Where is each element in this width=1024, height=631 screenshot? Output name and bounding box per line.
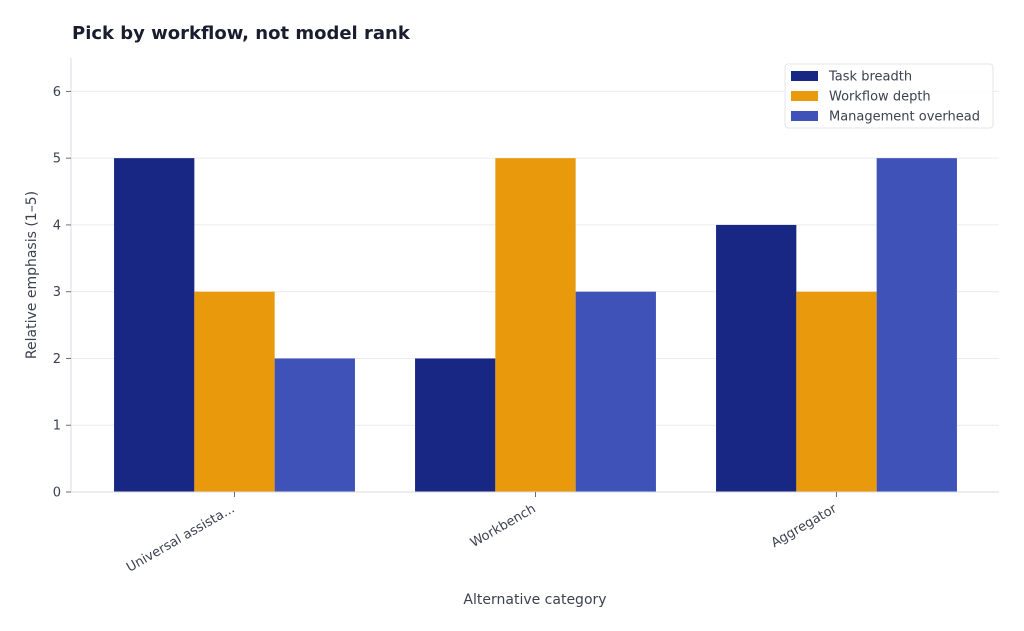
bar — [796, 291, 877, 492]
x-tick-label: Workbench — [468, 501, 539, 550]
legend-swatch — [791, 71, 818, 81]
bar — [876, 158, 957, 492]
x-axis-label: Alternative category — [463, 592, 606, 608]
y-tick-label: 6 — [53, 85, 61, 100]
legend-label: Task breadth — [828, 70, 912, 85]
y-tick-label: 1 — [53, 419, 61, 434]
chart-title: Pick by workflow, not model rank — [72, 23, 411, 44]
bars — [114, 158, 957, 492]
legend-label: Management overhead — [829, 110, 980, 125]
x-ticks: Universal assista... Workbench Aggregator — [124, 492, 840, 576]
legend-label: Workflow depth — [829, 90, 931, 105]
bar — [415, 358, 496, 492]
y-tick-label: 2 — [53, 352, 61, 367]
bar — [274, 358, 355, 492]
y-tick-label: 4 — [53, 218, 61, 233]
bar — [495, 158, 576, 492]
y-axis-label: Relative emphasis (1–5) — [24, 191, 40, 359]
legend-swatch — [791, 111, 818, 121]
bar — [575, 291, 656, 492]
bar — [194, 291, 275, 492]
legend: Task breadth Workflow depth Management ove… — [784, 63, 994, 129]
y-tick-label: 0 — [53, 486, 61, 501]
bar — [114, 158, 195, 492]
y-tick-label: 5 — [53, 152, 61, 167]
bar — [716, 224, 797, 492]
x-tick-label: Aggregator — [769, 501, 840, 551]
y-tick-label: 3 — [53, 285, 61, 300]
legend-swatch — [791, 91, 818, 101]
x-tick-label: Universal assista... — [124, 501, 237, 575]
legend-box — [784, 63, 994, 129]
y-ticks: 0 1 2 3 4 5 6 — [53, 85, 71, 501]
